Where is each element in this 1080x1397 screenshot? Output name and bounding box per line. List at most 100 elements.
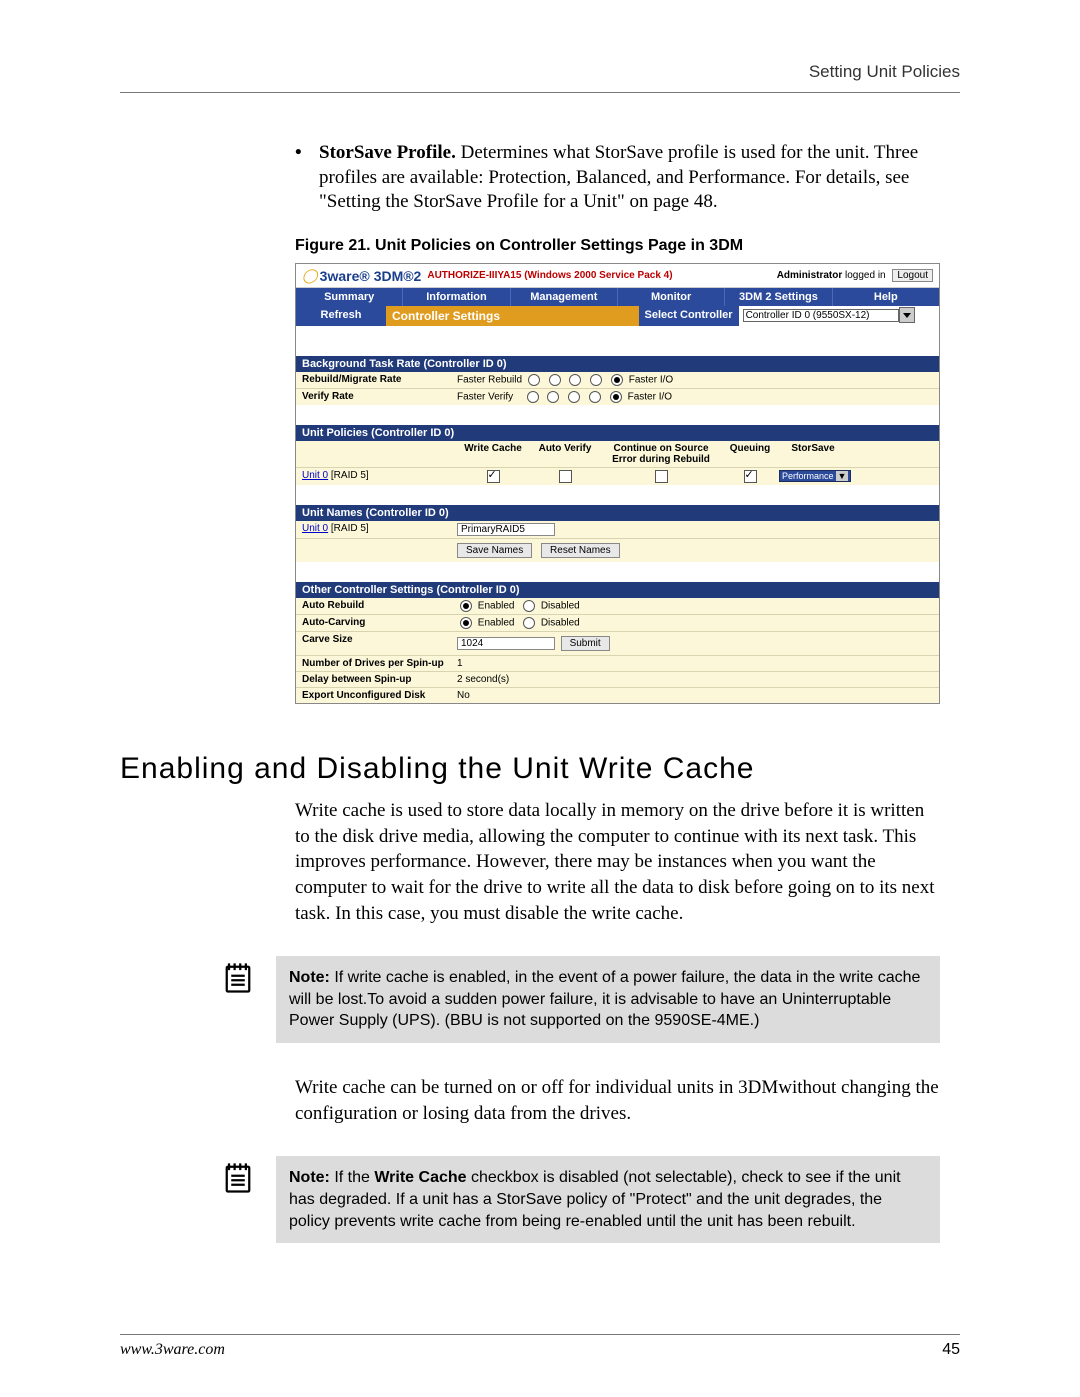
section-unit-names: Unit Names (Controller ID 0) [296,505,939,521]
section-heading: Enabling and Disabling the Unit Write Ca… [120,752,960,786]
note2-bold: Write Cache [374,1169,466,1186]
unit0-link-2[interactable]: Unit 0 [302,523,328,534]
col-write-cache: Write Cache [457,443,529,465]
other-setting-label: Carve Size [302,634,457,653]
disabled-radio[interactable] [523,600,535,612]
screenshot-topbar: ◯ 3ware® 3DM®2 AUTHORIZE-IIIYA15 (Window… [296,264,939,288]
page-number: 45 [942,1341,960,1359]
note-box-1: Note: If write cache is enabled, in the … [276,956,940,1043]
save-names-button[interactable]: Save Names [457,543,532,558]
header-rule [120,92,960,93]
other-setting-row: Delay between Spin-up2 second(s) [296,672,939,688]
auth-line: AUTHORIZE-IIIYA15 (Windows 2000 Service … [427,270,672,281]
auto-verify-checkbox[interactable] [559,470,572,483]
refresh-button[interactable]: Refresh [296,306,386,326]
verify-radio-1[interactable] [527,391,539,403]
col-storsave: StorSave [779,443,847,465]
logged-in-label: logged in [842,270,888,281]
section-bg-task-rate: Background Task Rate (Controller ID 0) [296,356,939,372]
logo-3ware: 3ware® [320,268,370,284]
other-setting-value: No [457,690,933,701]
other-setting-row: Number of Drives per Spin-up1 [296,656,939,672]
tab-summary[interactable]: Summary [296,288,403,306]
admin-label: Administrator [777,270,843,281]
select-controller-label: Select Controller [639,306,739,326]
other-setting-label: Export Unconfigured Disk [302,690,457,701]
rebuild-radio-2[interactable] [549,374,561,386]
row-verify-rate: Verify Rate Faster Verify Faster I/O [296,389,939,405]
figure-caption: Figure 21. Unit Policies on Controller S… [295,237,940,255]
controller-settings-label: Controller Settings [386,306,639,326]
note-box-2: Note: If the Write Cache checkbox is dis… [276,1156,940,1243]
rebuild-radio-3[interactable] [569,374,581,386]
carve-size-input[interactable]: 1024 [457,637,555,650]
footer-url: www.3ware.com [120,1341,225,1359]
rebuild-radio-4[interactable] [590,374,602,386]
tab-3dm2-settings[interactable]: 3DM 2 Settings [725,288,832,306]
queuing-checkbox[interactable] [744,470,757,483]
storsave-bullet: • StorSave Profile. Determines what Stor… [295,141,940,215]
bullet-dot: • [295,141,319,215]
other-setting-label: Auto Rebuild [302,600,457,612]
unit-policies-row-0: Unit 0 [RAID 5] Performance▼ [296,468,939,485]
col-auto-verify: Auto Verify [529,443,601,465]
other-setting-value: 1 [457,658,933,669]
reset-names-button[interactable]: Reset Names [541,543,620,558]
col-queuing: Queuing [721,443,779,465]
section-unit-policies: Unit Policies (Controller ID 0) [296,425,939,441]
verify-radio-2[interactable] [547,391,559,403]
tab-help[interactable]: Help [833,288,939,306]
verify-radio-3[interactable] [568,391,580,403]
note1-rest: If write cache is enabled, in the event … [289,969,920,1029]
other-setting-row: Carve Size1024 Submit [296,632,939,656]
rebuild-radio-5[interactable] [611,374,623,386]
faster-rebuild-text: Faster Rebuild [457,375,522,386]
other-setting-row: Auto Rebuild Enabled Disabled [296,598,939,615]
para-1: Write cache is used to store data locall… [295,798,940,926]
submit-button[interactable]: Submit [561,636,610,651]
other-setting-row: Export Unconfigured DiskNo [296,688,939,703]
verify-rate-label: Verify Rate [302,391,457,403]
unit-policies-header: Write Cache Auto Verify Continue on Sour… [296,441,939,468]
other-setting-value: 2 second(s) [457,674,933,685]
unit-name-buttons: Save Names Reset Names [296,539,939,562]
logout-button[interactable]: Logout [892,269,933,282]
unit0-raid-label-2: [RAID 5] [331,523,369,534]
logo-3dm2: 3DM®2 [374,268,422,284]
faster-verify-text: Faster Verify [457,392,513,403]
other-setting-label: Delay between Spin-up [302,674,457,685]
note1-lead: Note: [289,969,330,986]
faster-io-text-1: Faster I/O [629,375,673,386]
rebuild-rate-label: Rebuild/Migrate Rate [302,374,457,386]
page-header-right: Setting Unit Policies [120,62,960,82]
unit0-link[interactable]: Unit 0 [302,470,328,481]
tab-information[interactable]: Information [403,288,510,306]
rebuild-radio-1[interactable] [528,374,540,386]
row-rebuild-rate: Rebuild/Migrate Rate Faster Rebuild Fast… [296,372,939,389]
other-setting-label: Auto-Carving [302,617,457,629]
para-2: Write cache can be turned on or off for … [295,1075,940,1126]
disabled-radio[interactable] [523,617,535,629]
write-cache-checkbox[interactable] [487,470,500,483]
tab-management[interactable]: Management [511,288,618,306]
unit-name-input[interactable]: PrimaryRAID5 [457,523,555,536]
verify-radio-5[interactable] [610,391,622,403]
tab-monitor[interactable]: Monitor [618,288,725,306]
screenshot-3dm: ◯ 3ware® 3DM®2 AUTHORIZE-IIIYA15 (Window… [295,263,940,704]
note2-lead: Note: [289,1169,330,1186]
controller-select[interactable]: Controller ID 0 (9550SX-12) [743,309,899,322]
nav-tabs: Summary Information Management Monitor 3… [296,288,939,306]
faster-io-text-2: Faster I/O [628,392,672,403]
chevron-down-icon[interactable] [899,307,915,323]
note-icon [220,960,260,1001]
continue-error-checkbox[interactable] [655,470,668,483]
verify-radio-4[interactable] [589,391,601,403]
enabled-radio[interactable] [460,600,472,612]
storsave-select[interactable]: Performance▼ [779,470,851,482]
col-continue-error: Continue on Source Error during Rebuild [601,443,721,465]
other-setting-row: Auto-Carving Enabled Disabled [296,615,939,632]
sub-nav-row: Refresh Controller Settings Select Contr… [296,306,939,326]
other-setting-label: Number of Drives per Spin-up [302,658,457,669]
note2-mid: If the [330,1169,374,1186]
enabled-radio[interactable] [460,617,472,629]
